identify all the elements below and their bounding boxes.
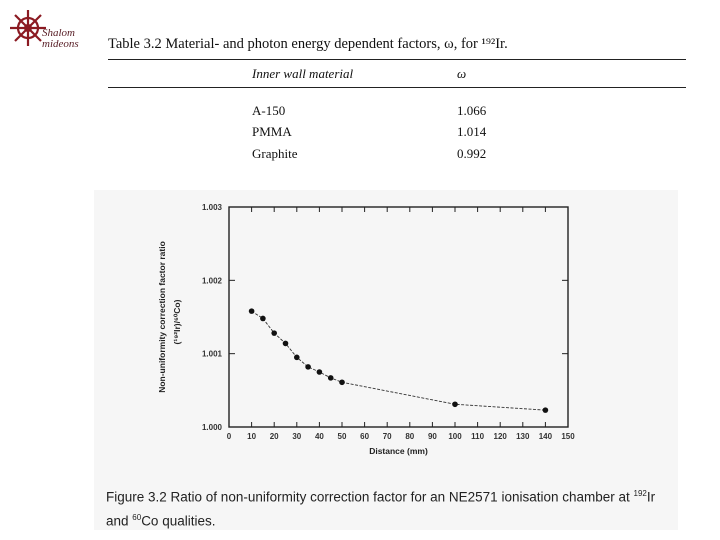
plot-frame <box>228 206 569 428</box>
table-header-material: Inner wall material <box>252 66 354 81</box>
data-point <box>542 407 549 413</box>
logo-line1: Shalom <box>42 27 75 39</box>
table-cell-omega-3: 0.992 <box>457 146 487 161</box>
x-tick-label: 110 <box>471 432 484 441</box>
table-title-prefix: Table 3.2 Material- and photon energy de… <box>108 36 445 52</box>
x-tick-label: 80 <box>405 432 414 441</box>
caption-sup2: 60 <box>132 512 142 522</box>
x-axis-label: Distance (mm) <box>369 446 428 456</box>
caption-sup1: 192 <box>633 489 647 498</box>
table-title: Table 3.2 Material- and photon energy de… <box>108 36 508 53</box>
y-tick-label: 1.003 <box>202 203 223 212</box>
y-axis-label-line2: (¹⁹²Ir)/⁶⁰Co) <box>172 299 182 344</box>
data-point <box>316 369 323 375</box>
x-tick-label: 40 <box>315 432 324 441</box>
y-tick-label: 1.002 <box>202 276 223 285</box>
data-point <box>305 364 311 370</box>
x-tick-label: 90 <box>428 432 437 441</box>
data-point <box>327 375 334 381</box>
data-point <box>248 308 255 314</box>
logo-text: Shalom mideons <box>42 28 79 50</box>
x-tick-label: 30 <box>292 432 301 441</box>
data-point <box>339 379 345 386</box>
data-point <box>282 340 289 347</box>
y-axis-label-line1: Non-uniformity correction factor ratio <box>157 241 167 393</box>
table-cell-material-3: Graphite <box>252 146 298 161</box>
x-tick-label: 70 <box>383 432 392 441</box>
logo-icon <box>10 10 46 46</box>
data-point <box>260 315 266 322</box>
x-tick-label: 10 <box>247 432 256 441</box>
caption-part3: Co qualities. <box>141 513 216 528</box>
x-tick-label: 130 <box>516 432 530 441</box>
y-tick-label: 1.001 <box>202 350 223 359</box>
caption-part1: Figure 3.2 Ratio of non-uniformity corre… <box>106 489 634 505</box>
x-tick-label: 50 <box>338 432 347 441</box>
data-point <box>294 354 300 361</box>
table-cell-omega-2: 1.014 <box>457 124 487 139</box>
x-tick-label: 140 <box>539 432 553 441</box>
table-top-rule <box>108 59 686 60</box>
y-tick-label: 1.000 <box>202 423 223 432</box>
data-point <box>271 330 278 336</box>
x-tick-label: 60 <box>360 432 369 441</box>
caption-part2: Ir and <box>106 489 656 529</box>
table-cell-material-1: A-150 <box>252 103 286 118</box>
logo-line2: mideons <box>42 38 79 50</box>
x-tick-label: 20 <box>270 432 279 441</box>
data-point <box>452 401 458 408</box>
figure-caption: Figure 3.2 Ratio of non-uniformity corre… <box>106 484 666 531</box>
table-title-symbol: ω <box>444 36 454 52</box>
x-tick-label: 0 <box>227 432 232 441</box>
series-line <box>251 310 546 411</box>
x-tick-label: 100 <box>448 432 462 441</box>
table-header-omega: ω <box>457 66 467 81</box>
table-header-rule <box>108 87 686 88</box>
x-tick-label: 120 <box>494 432 508 441</box>
figure-panel <box>94 190 678 530</box>
x-tick-label: 150 <box>561 432 575 441</box>
table-cell-omega-1: 1.066 <box>457 103 487 118</box>
table-title-suffix: , for ¹⁹²Ir. <box>453 36 508 52</box>
table-cell-material-2: PMMA <box>252 124 292 139</box>
